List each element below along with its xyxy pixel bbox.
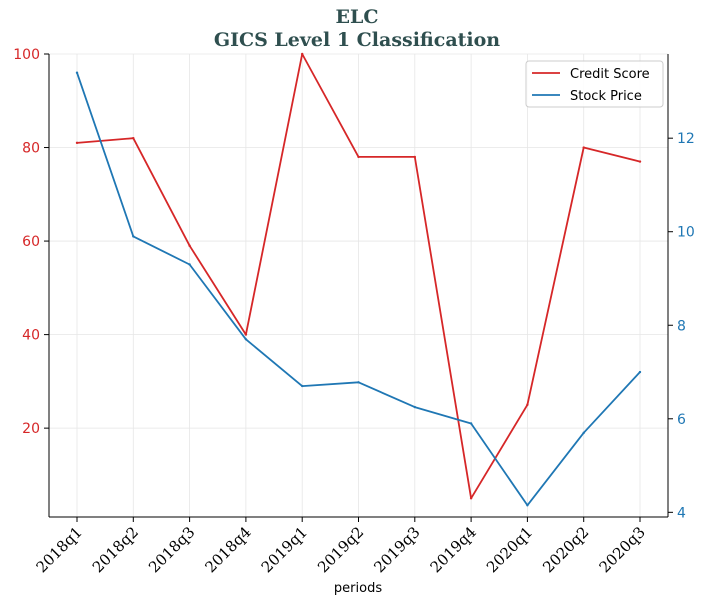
data-point-credit-score bbox=[413, 155, 416, 159]
data-point-stock-price bbox=[357, 381, 360, 384]
data-point-stock-price bbox=[469, 422, 473, 425]
legend: Credit Score Stock Price bbox=[525, 60, 664, 108]
data-point-stock-price bbox=[75, 71, 79, 74]
x-tick-label: 2018q2 bbox=[89, 523, 142, 576]
data-point-stock-price bbox=[582, 431, 585, 435]
grid-lines bbox=[49, 53, 668, 517]
data-point-credit-score bbox=[357, 155, 360, 159]
right-tick-label: 10 bbox=[677, 225, 695, 241]
x-tick-label: 2018q3 bbox=[145, 523, 198, 576]
data-point-stock-price bbox=[301, 384, 304, 388]
data-point-stock-price bbox=[413, 405, 416, 409]
data-point-credit-score bbox=[244, 333, 248, 336]
x-tick-label: 2020q1 bbox=[483, 523, 536, 576]
data-point-credit-score bbox=[132, 136, 135, 140]
right-tick-label: 4 bbox=[677, 505, 686, 521]
x-tick-label: 2019q4 bbox=[427, 523, 480, 576]
legend-entry-label: Credit Score bbox=[570, 67, 650, 82]
left-tick-label: 20 bbox=[22, 421, 40, 437]
data-point-credit-score bbox=[301, 52, 304, 56]
series-layer bbox=[75, 52, 642, 507]
chart-title-line-2: GICS Level 1 Classification bbox=[214, 29, 500, 51]
chart-title-line-1: ELC bbox=[336, 6, 379, 28]
x-tick-label: 2019q1 bbox=[258, 523, 311, 576]
data-point-credit-score bbox=[638, 160, 642, 163]
right-tick-label: 12 bbox=[677, 131, 695, 147]
legend-entry-label: Stock Price bbox=[570, 89, 642, 104]
x-tick-label: 2020q3 bbox=[596, 523, 649, 576]
data-point-stock-price bbox=[244, 338, 248, 341]
left-tick-label: 100 bbox=[13, 47, 40, 63]
axes bbox=[44, 53, 673, 522]
x-tick-label: 2020q2 bbox=[539, 523, 592, 576]
x-tick-label: 2018q4 bbox=[201, 523, 254, 576]
data-point-credit-score bbox=[469, 497, 473, 500]
right-tick-label: 6 bbox=[677, 412, 686, 428]
left-tick-label: 40 bbox=[22, 328, 40, 344]
x-tick-label: 2019q3 bbox=[370, 523, 423, 576]
data-point-credit-score bbox=[526, 403, 529, 406]
left-tick-label: 80 bbox=[22, 141, 40, 157]
left-tick-label: 60 bbox=[22, 234, 40, 250]
data-point-stock-price bbox=[188, 263, 191, 266]
x-tick-label: 2018q1 bbox=[33, 523, 86, 576]
data-point-stock-price bbox=[132, 235, 135, 238]
data-point-stock-price bbox=[638, 370, 642, 374]
x-tick-label: 2019q2 bbox=[314, 523, 367, 576]
x-axis-label: periods bbox=[334, 581, 382, 596]
tick-labels: 20 40 60 80 100 4 6 8 10 12 2018q1 2018q2 2018q3 2018… bbox=[13, 47, 695, 576]
data-point-stock-price bbox=[526, 504, 529, 507]
right-tick-label: 8 bbox=[677, 318, 686, 334]
data-point-credit-score bbox=[188, 244, 191, 247]
data-point-credit-score bbox=[75, 141, 79, 145]
legend-box bbox=[525, 60, 664, 108]
data-point-credit-score bbox=[582, 146, 585, 149]
